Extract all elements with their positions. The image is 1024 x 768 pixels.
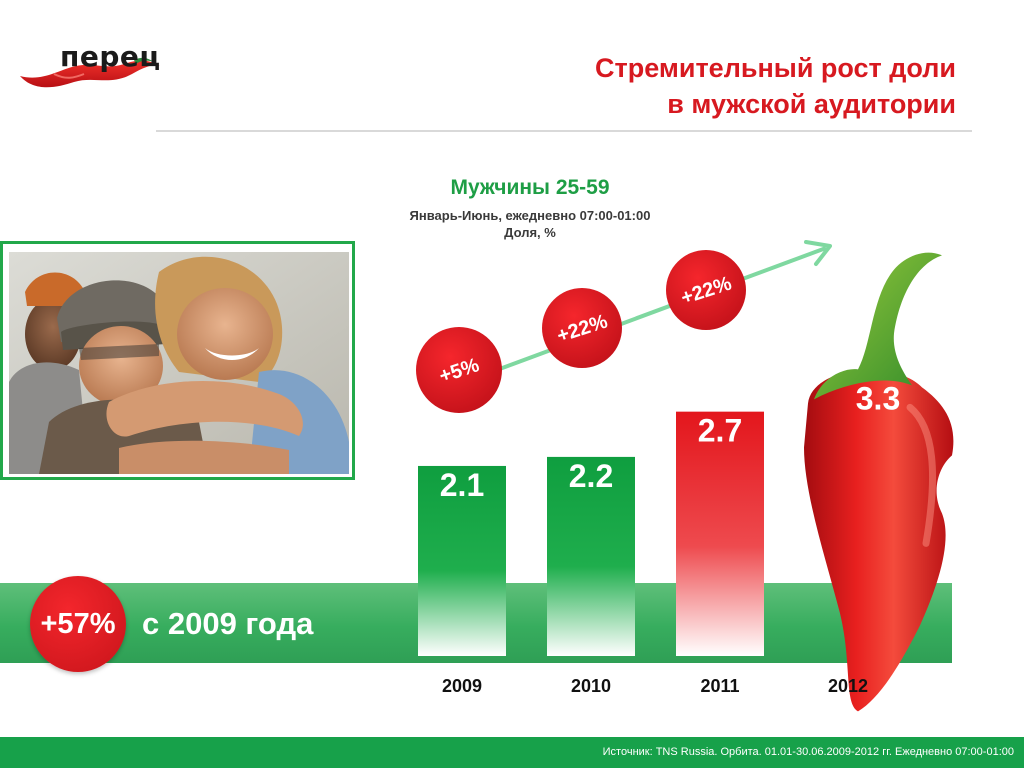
chili-pepper-body [804, 369, 954, 712]
trend-arrow-head [804, 240, 832, 266]
chart-unit-label: Доля, % [504, 225, 556, 240]
chart-subtitle: Январь-Июнь, ежедневно 07:00-01:00 [409, 208, 651, 223]
source-note: Источник: TNS Russia. Орбита. 01.01-30.0… [602, 746, 1014, 758]
category-label-2009: 2009 [442, 676, 482, 696]
photo-frame [0, 241, 355, 480]
category-label-2010: 2010 [571, 676, 611, 696]
chart-heading: Мужчины 25-59 Январь-Июнь, ежедневно 07:… [340, 176, 720, 240]
page-title-line-2: в мужской аудитории [667, 89, 956, 119]
page-title: Стремительный рост доли в мужской аудито… [456, 50, 956, 122]
chart-title: Мужчины 25-59 [450, 176, 610, 199]
value-label-2009: 2.1 [440, 467, 484, 503]
growth-badge-circle-1 [416, 327, 502, 413]
category-label-2012: 2012 [828, 676, 868, 696]
bar-2011 [676, 411, 764, 656]
chili-pepper-highlight [906, 403, 937, 547]
footer-bar: Источник: TNS Russia. Орбита. 01.01-30.0… [0, 737, 1024, 768]
value-label-2010: 2.2 [569, 458, 613, 494]
growth-badge: +57% [30, 576, 126, 672]
chili-logo-icon [20, 57, 160, 88]
bar-2009 [418, 465, 506, 656]
growth-badge-circle-3 [666, 250, 746, 330]
growth-badge-circle-2 [542, 288, 622, 368]
value-label-2011: 2.7 [698, 413, 742, 449]
value-label-2012: 3.3 [856, 380, 900, 416]
group-photo [9, 252, 349, 474]
bar-2010 [547, 456, 635, 656]
trend-arrow-line [469, 246, 827, 382]
chili-pepper-bar [804, 252, 954, 712]
growth-band-text: с 2009 года [142, 606, 314, 641]
logo-text: перец [60, 40, 161, 73]
chili-pepper-stem [814, 252, 942, 400]
page-title-line-1: Стремительный рост доли [595, 53, 956, 83]
brand-logo: перец [14, 18, 164, 108]
header-divider [156, 130, 972, 132]
category-label-2011: 2011 [700, 676, 739, 696]
group-of-young-people-photo-icon [9, 252, 349, 474]
